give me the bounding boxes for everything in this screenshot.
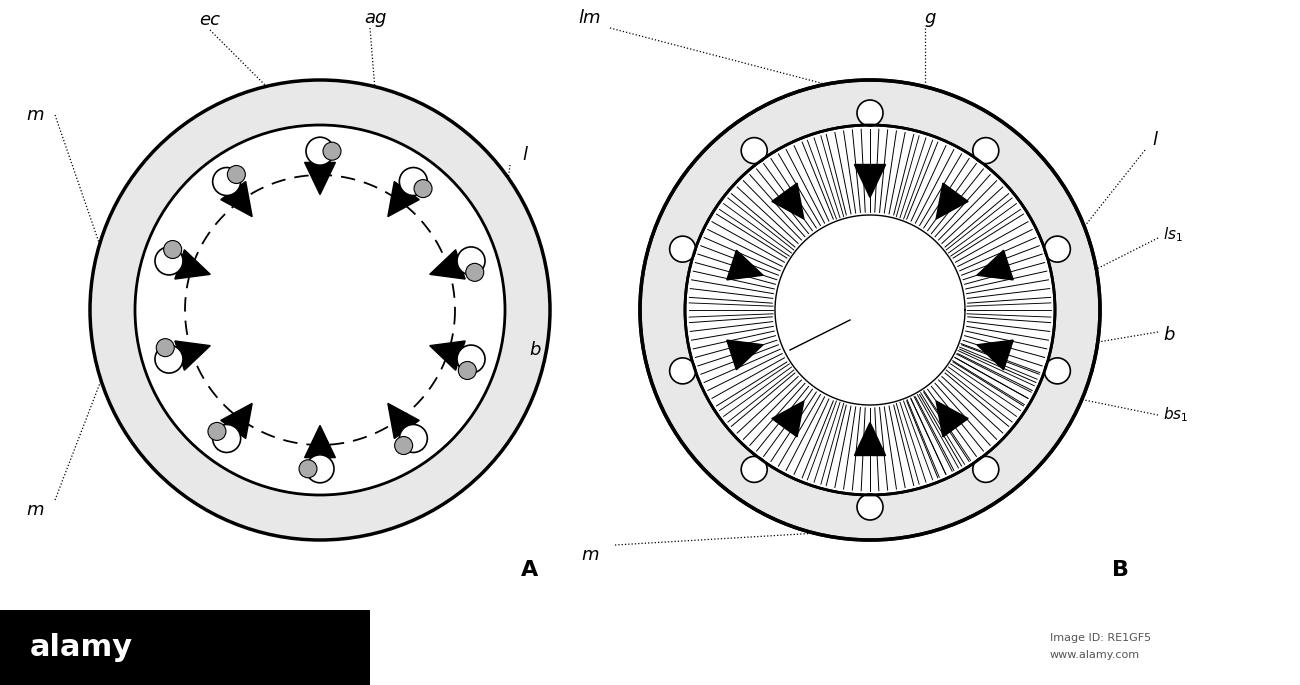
Polygon shape xyxy=(978,250,1013,280)
Polygon shape xyxy=(387,182,419,216)
Circle shape xyxy=(640,80,1100,540)
Circle shape xyxy=(155,345,183,373)
Circle shape xyxy=(670,358,696,384)
Polygon shape xyxy=(936,401,968,437)
Circle shape xyxy=(213,168,240,195)
Circle shape xyxy=(213,425,240,453)
Circle shape xyxy=(299,460,317,478)
Circle shape xyxy=(775,215,965,405)
Polygon shape xyxy=(430,250,465,279)
Text: b: b xyxy=(529,341,541,359)
Circle shape xyxy=(399,425,428,453)
Text: B: B xyxy=(1112,560,1128,580)
Text: Image ID: RE1GF5: Image ID: RE1GF5 xyxy=(1050,633,1150,643)
Text: g: g xyxy=(924,9,936,27)
Circle shape xyxy=(857,100,883,126)
Circle shape xyxy=(459,362,476,379)
Text: ag: ag xyxy=(364,9,386,27)
Text: m: m xyxy=(26,106,44,124)
Polygon shape xyxy=(772,183,803,219)
Bar xyxy=(0,610,370,685)
Polygon shape xyxy=(304,162,335,195)
Circle shape xyxy=(399,168,428,195)
Circle shape xyxy=(322,142,341,160)
Text: lm: lm xyxy=(578,9,601,27)
Circle shape xyxy=(741,138,767,164)
Polygon shape xyxy=(727,250,763,280)
Polygon shape xyxy=(304,425,335,458)
Circle shape xyxy=(972,138,998,164)
Polygon shape xyxy=(854,423,885,456)
Circle shape xyxy=(306,455,334,483)
Circle shape xyxy=(156,338,174,357)
Text: A: A xyxy=(521,560,538,580)
Polygon shape xyxy=(221,403,252,438)
Circle shape xyxy=(1044,358,1070,384)
Circle shape xyxy=(227,166,246,184)
Polygon shape xyxy=(772,401,803,437)
Text: l: l xyxy=(523,146,528,164)
Circle shape xyxy=(458,247,485,275)
Circle shape xyxy=(135,125,504,495)
Circle shape xyxy=(230,220,410,400)
Text: alamy: alamy xyxy=(30,633,133,662)
Text: www.alamy.com: www.alamy.com xyxy=(1050,650,1140,660)
Text: m: m xyxy=(26,501,44,519)
Circle shape xyxy=(90,80,550,540)
Polygon shape xyxy=(978,340,1013,370)
Text: m: m xyxy=(581,546,599,564)
Circle shape xyxy=(208,423,226,440)
Circle shape xyxy=(972,456,998,482)
Circle shape xyxy=(1044,236,1070,262)
Circle shape xyxy=(395,436,412,455)
Circle shape xyxy=(670,236,696,262)
Circle shape xyxy=(857,494,883,520)
Text: $ls_1$: $ls_1$ xyxy=(1164,225,1183,245)
Polygon shape xyxy=(936,183,968,219)
Polygon shape xyxy=(221,182,252,216)
Text: l: l xyxy=(1153,131,1157,149)
Polygon shape xyxy=(176,341,211,371)
Circle shape xyxy=(306,137,334,165)
Polygon shape xyxy=(387,403,419,438)
Polygon shape xyxy=(854,164,885,197)
Circle shape xyxy=(164,240,182,258)
Text: b: b xyxy=(1164,326,1174,344)
Circle shape xyxy=(155,247,183,275)
Circle shape xyxy=(685,125,1056,495)
Text: ec: ec xyxy=(199,11,221,29)
Text: $bs_1$: $bs_1$ xyxy=(1164,406,1188,424)
Circle shape xyxy=(458,345,485,373)
Polygon shape xyxy=(430,341,465,371)
Circle shape xyxy=(413,179,432,197)
Circle shape xyxy=(465,263,484,282)
Polygon shape xyxy=(727,340,763,370)
Polygon shape xyxy=(176,250,211,279)
Circle shape xyxy=(741,456,767,482)
